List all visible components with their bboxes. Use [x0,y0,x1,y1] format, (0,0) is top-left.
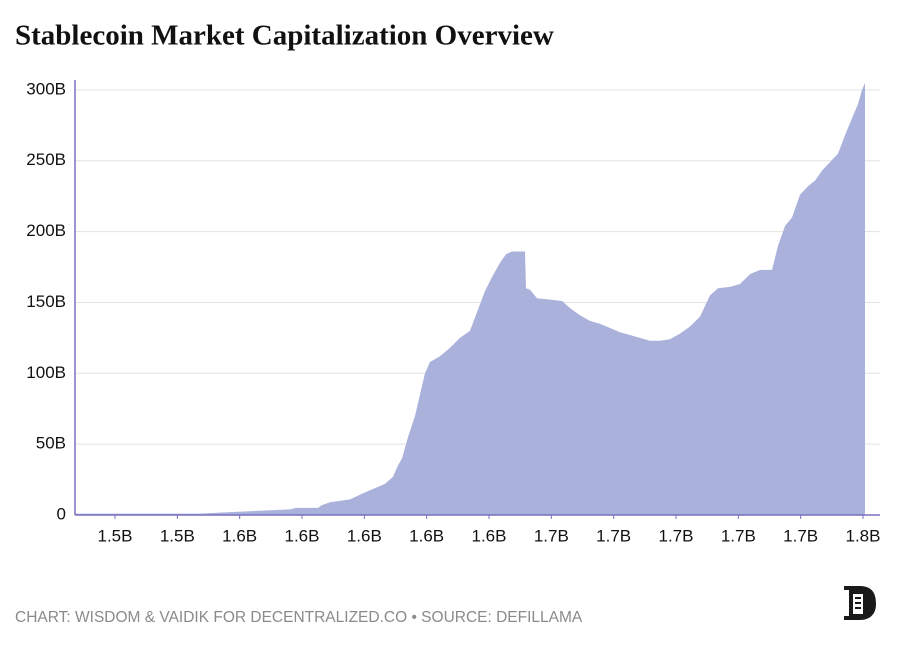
y-tick-label: 200B [26,221,66,240]
logo [840,584,878,622]
y-tick-label: 0 [57,504,66,523]
y-tick-label: 150B [26,292,66,311]
x-tick-label: 1.7B [659,526,694,545]
area [75,82,865,516]
x-tick-label: 1.6B [347,526,382,545]
x-tick-label: 1.5B [98,526,133,545]
x-tick-label: 1.6B [222,526,257,545]
x-tick-label: 1.7B [783,526,818,545]
x-tick-label: 1.6B [409,526,444,545]
footer: CHART: WISDOM & VAIDIK FOR DECENTRALIZED… [15,609,583,626]
logo-line [855,602,861,604]
x-tick-label: 1.7B [721,526,756,545]
logo-line [855,597,861,599]
x-tick-label: 1.5B [160,526,195,545]
y-tick-label: 250B [26,150,66,169]
x-tick-label: 1.7B [596,526,631,545]
y-tick-label: 300B [26,79,66,98]
y-tick-label: 50B [36,434,66,453]
y-tick-label: 100B [26,363,66,382]
x-tick-label: 1.6B [285,526,320,545]
logo-line [855,607,861,609]
x-tick-label: 1.8B [846,526,881,545]
x-tick-label: 1.6B [472,526,507,545]
x-tick-label: 1.7B [534,526,569,545]
chart-title: Stablecoin Market Capitalization Overvie… [15,20,554,52]
